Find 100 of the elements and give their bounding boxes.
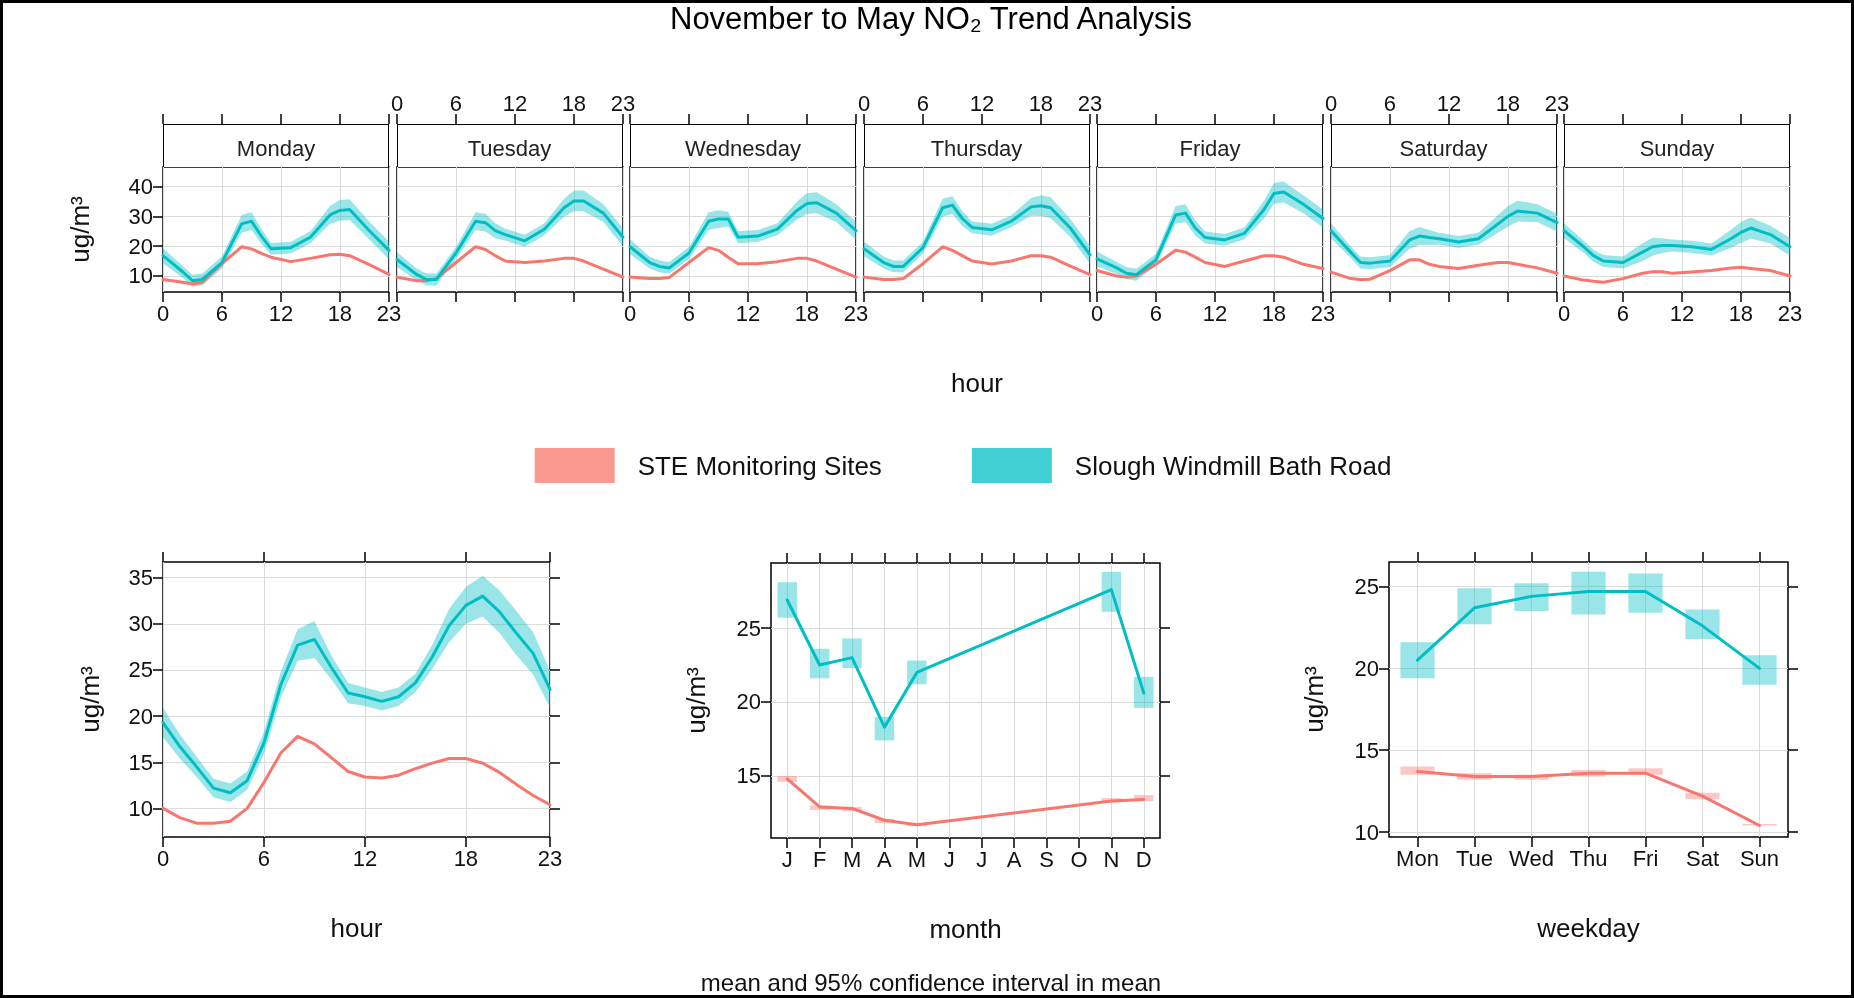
x-tick-label: 12 (1669, 300, 1695, 326)
x-tick-label: 18 (1728, 300, 1754, 326)
y-tick-label: 10 (128, 263, 153, 289)
x-tick-label: J (976, 846, 988, 872)
x-tick-label: 6 (257, 845, 271, 871)
x-tick-label: 6 (1383, 90, 1396, 116)
x-tick-label: 12 (352, 845, 378, 871)
chart-subtitle: Thursday (863, 124, 1090, 167)
x-tick-label: 18 (1495, 90, 1520, 116)
y-tick-label: 20 (128, 233, 153, 259)
legend-label: STE Monitoring Sites (637, 450, 882, 481)
x-tick-label: 18 (327, 300, 353, 326)
x-tick-label: 12 (1436, 90, 1461, 116)
x-axis-title: weekday (1536, 913, 1640, 943)
chart-subtitle: Friday (1097, 124, 1323, 167)
y-tick-label: 10 (1354, 819, 1379, 845)
x-tick-label: 6 (916, 90, 929, 116)
x-tick-label: 0 (623, 300, 637, 326)
x-tick-label: 0 (857, 90, 870, 116)
y-tick-label: 15 (128, 749, 153, 775)
x-tick-label: 18 (794, 300, 820, 326)
x-tick-label: 18 (1028, 90, 1053, 116)
y-axis-title: ug/m³ (681, 666, 711, 734)
x-tick-label: 18 (561, 90, 586, 116)
legend-label: Slough Windmill Bath Road (1074, 450, 1392, 481)
y-tick-label: 10 (128, 795, 153, 821)
x-tick-label: 23 (376, 300, 402, 326)
x-tick-label: Tue (1455, 845, 1494, 871)
x-tick-label: 6 (1616, 300, 1630, 326)
y-tick-label: 35 (128, 565, 153, 591)
x-axis-title: hour (330, 913, 383, 943)
x-tick-label: J (781, 846, 793, 872)
y-tick-label: 25 (1354, 574, 1379, 600)
x-tick-label: O (1070, 846, 1088, 872)
x-tick-label: 0 (1090, 300, 1104, 326)
y-tick-label: 20 (1354, 655, 1379, 681)
x-tick-label: 23 (843, 300, 869, 326)
x-tick-label: D (1135, 846, 1152, 872)
x-tick-label: 6 (215, 300, 229, 326)
x-tick-label: Wed (1509, 845, 1554, 871)
chart-subtitle: Tuesday (396, 124, 623, 167)
x-tick-label: 0 (156, 845, 170, 871)
x-tick-label: M (842, 846, 862, 872)
text: mean and 95% confidence interval in mean (700, 968, 1162, 996)
x-tick-label: 23 (537, 845, 563, 871)
y-tick-label: 30 (128, 203, 153, 229)
y-tick-label: 20 (128, 703, 153, 729)
x-tick-label: Mon (1396, 845, 1439, 871)
x-axis-title: month (929, 914, 1002, 944)
x-tick-label: N (1103, 846, 1120, 872)
x-tick-label: A (1006, 846, 1022, 872)
x-tick-label: 12 (502, 90, 527, 116)
x-tick-label: 12 (969, 90, 994, 116)
chart-subtitle: Wednesday (630, 124, 856, 167)
x-tick-label: 23 (1077, 90, 1102, 116)
y-tick-label: 15 (736, 763, 761, 789)
x-tick-label: 6 (682, 300, 696, 326)
y-axis-title: ug/m³ (75, 665, 105, 733)
y-tick-label: 15 (1354, 737, 1379, 763)
chart-subtitle: Monday (163, 124, 389, 167)
y-tick-label: 25 (128, 657, 153, 683)
y-tick-label: 30 (128, 611, 153, 637)
x-tick-label: 23 (610, 90, 635, 116)
x-tick-label: A (877, 846, 893, 872)
line-series (161, 208, 391, 283)
line-series (785, 588, 1146, 729)
x-tick-label: 12 (1202, 300, 1228, 326)
x-tick-label: 0 (1557, 300, 1571, 326)
x-tick-label: 12 (268, 300, 294, 326)
y-axis-title: ug/m³ (1299, 665, 1329, 733)
x-tick-label: J (943, 846, 955, 872)
line-series (161, 734, 552, 825)
x-tick-label: 23 (1777, 300, 1803, 326)
x-tick-label: Sat (1685, 845, 1720, 871)
y-tick-label: 25 (736, 615, 761, 641)
x-tick-label: 0 (390, 90, 403, 116)
line-series (1416, 589, 1761, 670)
y-axis-title: ug/m³ (65, 195, 95, 263)
x-tick-label: M (907, 846, 927, 872)
line-series (161, 245, 391, 286)
x-tick-label: 0 (156, 300, 170, 326)
x-tick-label: 12 (735, 300, 761, 326)
chart-subtitle: Saturday (1330, 124, 1557, 167)
x-tick-label: 6 (449, 90, 462, 116)
x-tick-label: 23 (1544, 90, 1569, 116)
y-tick-label: 40 (128, 174, 153, 200)
x-tick-label: S (1039, 846, 1054, 872)
x-axis-title: hour (950, 368, 1003, 398)
x-tick-label: Thu (1569, 845, 1608, 871)
x-tick-label: Sun (1739, 845, 1780, 871)
y-tick-label: 20 (736, 689, 761, 715)
x-tick-label: 0 (1324, 90, 1337, 116)
x-tick-label: 6 (1149, 300, 1163, 326)
x-tick-label: F (812, 846, 827, 872)
x-tick-label: 18 (1261, 300, 1287, 326)
chart-subtitle: Sunday (1564, 124, 1790, 167)
chart-title: November to May NO₂ Trend Analysis (669, 1, 1193, 37)
x-tick-label: Fri (1632, 845, 1659, 871)
x-tick-label: 23 (1310, 300, 1336, 326)
x-tick-label: 18 (453, 845, 479, 871)
